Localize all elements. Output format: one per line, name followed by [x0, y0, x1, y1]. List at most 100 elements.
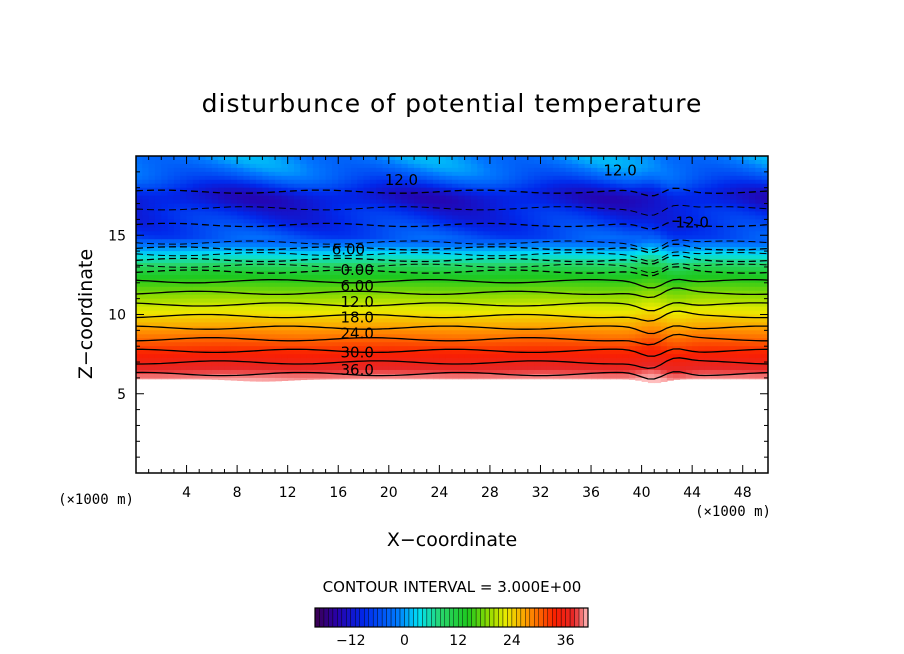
field-cell — [186, 278, 194, 284]
field-cell — [635, 199, 643, 205]
field-cell — [477, 239, 485, 244]
field-cell — [660, 156, 668, 161]
field-cell — [603, 171, 611, 177]
field-cell — [237, 183, 245, 189]
field-cell — [401, 369, 409, 375]
field-cell — [363, 171, 371, 177]
field-cell — [161, 338, 169, 343]
field-cell — [483, 195, 491, 201]
field-cell — [527, 259, 535, 264]
field-cell — [249, 377, 257, 382]
field-cell — [249, 211, 257, 217]
field-cell — [439, 302, 447, 308]
field-cell — [628, 203, 636, 209]
field-cell — [319, 362, 327, 367]
field-cell — [306, 203, 314, 209]
field-cell — [527, 156, 535, 161]
field-cell — [357, 290, 365, 296]
field-cell — [338, 156, 346, 161]
field-cell — [300, 274, 308, 280]
field-cell — [186, 159, 194, 165]
field-cell — [534, 231, 542, 236]
field-cell — [376, 159, 384, 165]
field-cell — [433, 350, 440, 355]
field-cell — [534, 318, 542, 324]
field-cell — [433, 203, 440, 209]
field-cell — [275, 278, 282, 284]
field-cell — [616, 358, 624, 363]
field-cell — [666, 219, 674, 224]
field-cell — [161, 314, 169, 320]
field-cell — [654, 346, 662, 351]
field-cell — [376, 278, 384, 284]
field-cell — [433, 346, 440, 351]
field-cell — [433, 215, 440, 220]
field-cell — [641, 203, 649, 209]
field-cell — [521, 255, 529, 260]
field-cell — [439, 266, 447, 272]
field-cell — [249, 310, 257, 316]
field-cell — [597, 306, 605, 312]
field-cell — [414, 350, 421, 355]
field-cell — [597, 294, 605, 300]
field-cell — [173, 219, 181, 224]
field-cell — [685, 195, 693, 201]
field-cell — [591, 219, 598, 224]
field-cell — [553, 306, 561, 312]
field-cell — [553, 369, 561, 375]
field-cell — [622, 377, 630, 380]
field-cell — [262, 175, 270, 181]
field-cell — [483, 191, 491, 197]
field-cell — [395, 167, 403, 173]
field-cell — [635, 294, 643, 300]
field-cell — [350, 270, 358, 276]
field-cell — [540, 215, 548, 220]
field-cell — [325, 358, 333, 363]
field-cell — [268, 187, 276, 193]
field-cell — [294, 278, 301, 284]
field-cell — [388, 167, 396, 173]
field-cell — [553, 163, 561, 169]
field-cell — [584, 255, 592, 260]
field-cell — [338, 362, 346, 367]
field-cell — [256, 195, 263, 201]
field-cell — [205, 354, 213, 359]
field-cell — [136, 171, 143, 177]
field-cell — [319, 366, 327, 371]
field-cell — [565, 342, 573, 347]
field-cell — [458, 211, 466, 217]
field-cell — [540, 366, 548, 371]
field-cell — [426, 159, 434, 165]
field-cell — [167, 159, 175, 165]
field-cell — [262, 156, 270, 161]
field-cell — [230, 366, 238, 371]
field-cell — [256, 278, 263, 284]
field-cell — [401, 373, 409, 379]
field-cell — [420, 369, 428, 375]
field-cell — [610, 342, 617, 347]
field-cell — [382, 199, 390, 205]
field-cell — [401, 330, 409, 335]
field-cell — [312, 346, 320, 351]
field-cell — [673, 199, 681, 205]
field-cell — [312, 362, 320, 367]
field-cell — [578, 255, 586, 260]
field-cell — [546, 322, 554, 327]
field-cell — [464, 223, 472, 228]
field-cell — [294, 310, 301, 316]
field-cell — [647, 167, 655, 173]
field-cell — [312, 235, 320, 240]
field-cell — [388, 306, 396, 312]
field-cell — [363, 373, 371, 379]
field-cell — [521, 342, 529, 347]
field-cell — [439, 231, 447, 236]
field-cell — [237, 171, 245, 177]
field-cell — [154, 286, 162, 292]
field-cell — [237, 215, 245, 220]
field-cell — [350, 278, 358, 284]
field-cell — [591, 171, 598, 177]
field-cell — [565, 243, 573, 248]
field-cell — [628, 259, 636, 264]
field-cell — [388, 334, 396, 339]
field-cell — [622, 163, 630, 169]
